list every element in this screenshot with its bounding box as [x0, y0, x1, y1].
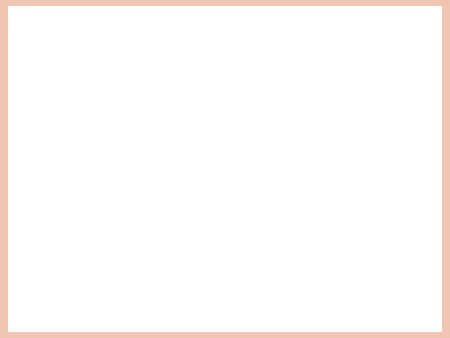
Text: PHT 226: PHT 226 — [171, 70, 279, 92]
Text: count of bacteria: count of bacteria — [85, 258, 338, 283]
Text: Total and viable: Total and viable — [94, 204, 328, 229]
Text: Lab  number 7: Lab number 7 — [134, 114, 316, 136]
Circle shape — [380, 289, 434, 330]
